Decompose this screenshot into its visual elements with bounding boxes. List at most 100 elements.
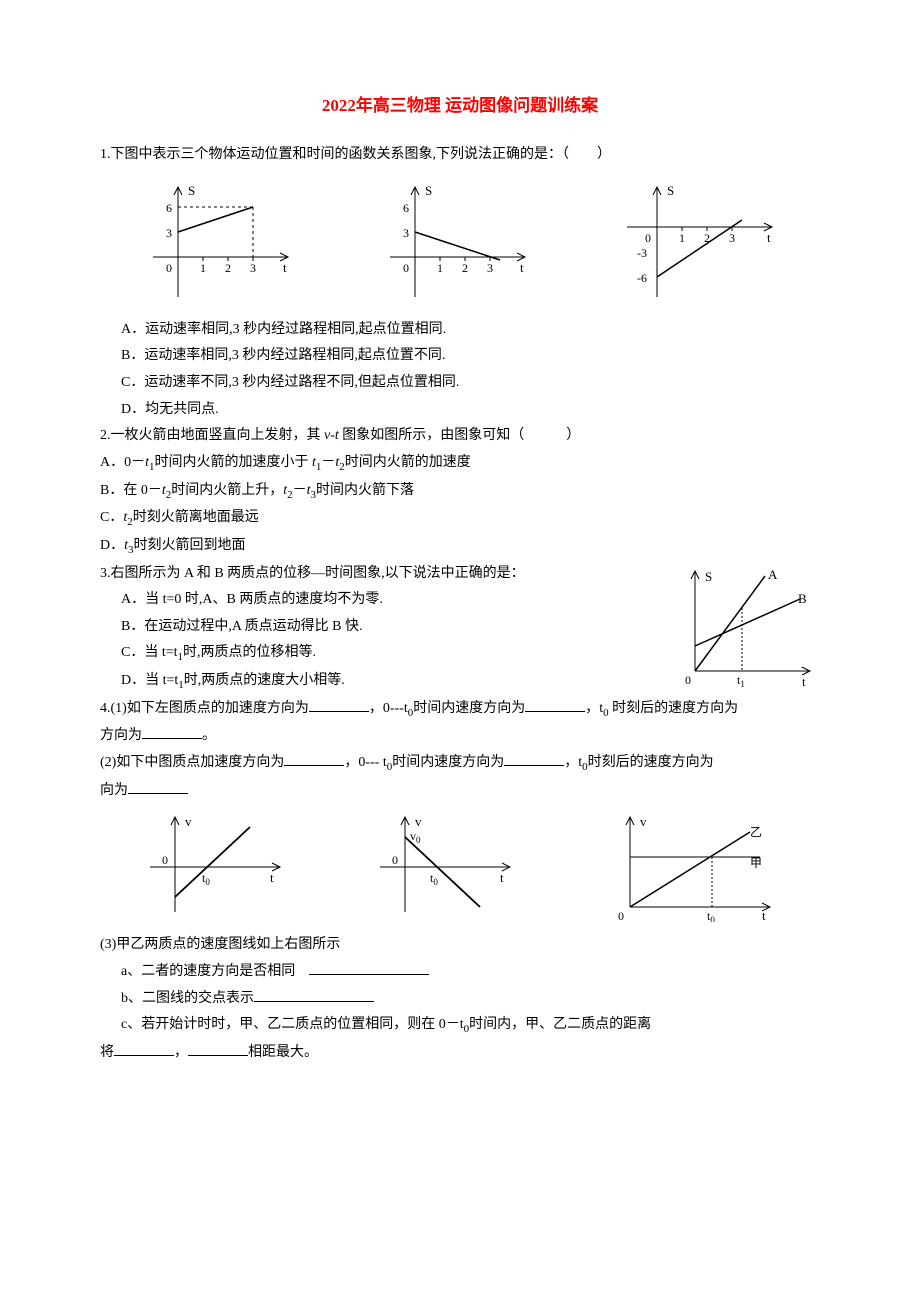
origin-label: 0 (166, 261, 172, 275)
origin-label: 0 (685, 673, 691, 687)
q2-stem-a: 2.一枚火箭由地面竖直向上发射，其 (100, 428, 324, 443)
ytick: -6 (637, 271, 647, 285)
q4-p3: (3)甲乙两质点的速度图线如上右图所示 (100, 932, 820, 959)
text: 时间内火箭上升， (171, 483, 283, 498)
q2-vt: v-t (324, 428, 339, 443)
blank[interactable] (128, 779, 188, 794)
page-title: 2022年高三物理 运动图像问题训练案 (100, 90, 820, 122)
axis-label: v (415, 814, 422, 829)
blank[interactable] (309, 697, 369, 712)
text: 时间内速度方向为 (413, 701, 525, 716)
text: 时,两质点的位移相等. (183, 645, 316, 660)
line-label-a: A (768, 567, 778, 582)
xtick: 3 (487, 261, 493, 275)
text: ， (174, 1045, 188, 1060)
ytick: 6 (403, 201, 409, 215)
ytick: 6 (166, 201, 172, 215)
t0-label: t0 (707, 909, 715, 922)
axis-label: S (188, 183, 195, 198)
q1-chart1: S t 0 1 2 3 3 6 (138, 177, 298, 307)
axis-label: S (667, 183, 674, 198)
xtick: 1 (679, 231, 685, 245)
axis-label: t (500, 870, 504, 885)
text: A．0－ (100, 455, 145, 470)
text: ，0--- t (344, 755, 386, 770)
q4-p3a: a、二者的速度方向是否相同 (121, 959, 820, 986)
text: B．在 0－ (100, 483, 162, 498)
text: C．当 t=t (121, 645, 178, 660)
axis-label: t (767, 230, 771, 245)
axis-label: S (425, 183, 432, 198)
text: 时间内，甲、乙二质点的距离 (469, 1017, 651, 1032)
sub: 1 (316, 461, 322, 473)
text: 时刻后的速度方向为 (588, 755, 714, 770)
q1-charts-row: S t 0 1 2 3 3 6 S t 0 1 2 3 3 6 (100, 177, 820, 307)
blank[interactable] (114, 1041, 174, 1056)
text: 时间内火箭的加速度小于 (155, 455, 313, 470)
q1-chart3: S t 0 1 2 3 -3 -6 (612, 177, 782, 307)
axis-label: t (270, 870, 274, 885)
xtick: 1 (200, 261, 206, 275)
ytick: 3 (166, 226, 172, 240)
q3-optA: A．当 t=0 时,A、B 两质点的速度均不为零. (121, 587, 670, 614)
q3-chart: S t 0 A B t1 (670, 561, 820, 691)
sub: 2 (287, 488, 293, 500)
text: 时刻火箭离地面最远 (133, 510, 259, 525)
text: D． (100, 538, 124, 553)
axis-label: v (640, 814, 647, 829)
origin-label: 0 (618, 909, 624, 922)
text: ，0---t (369, 701, 408, 716)
q1-optB: B．运动速率相同,3 秒内经过路程相同,起点位置不同. (121, 343, 820, 370)
xtick: 3 (729, 231, 735, 245)
ytick: 3 (403, 226, 409, 240)
xtick: 2 (462, 261, 468, 275)
blank[interactable] (309, 960, 429, 975)
q4-p3c-line2: 将，相距最大。 (100, 1040, 820, 1067)
q1-optD: D．均无共同点. (121, 397, 820, 424)
blank[interactable] (188, 1041, 248, 1056)
text: 时间内火箭的加速度 (345, 455, 471, 470)
q2-optC: C．t2时刻火箭离地面最远 (100, 505, 820, 533)
v0-label: v0 (410, 829, 421, 845)
q4-chart2: v t 0 v0 t0 (370, 812, 520, 922)
t0-label: t0 (202, 871, 210, 887)
text: 相距最大。 (248, 1045, 318, 1060)
text: 。 (202, 728, 216, 743)
q4-chart1: v t 0 t0 (140, 812, 290, 922)
axis-label: t (762, 908, 766, 922)
q2-stem-c: 图象如图所示，由图象可知（ ） (339, 428, 581, 443)
text: 时间内速度方向为 (392, 755, 504, 770)
q4-p1-line2: 方向为。 (100, 723, 820, 750)
blank[interactable] (504, 751, 564, 766)
text: ，t (564, 755, 582, 770)
blank[interactable] (525, 697, 585, 712)
q4-charts-row: v t 0 t0 v t 0 v0 t0 (100, 812, 820, 922)
text: D．当 t=t (121, 673, 178, 688)
text: 时刻火箭回到地面 (134, 538, 246, 553)
origin-label: 0 (162, 853, 168, 867)
q3-stem: 3.右图所示为 A 和 B 两质点的位移—时间图象,以下说法中正确的是： (100, 561, 670, 588)
text: 时间内火箭下落 (316, 483, 414, 498)
origin-label: 0 (392, 853, 398, 867)
blank[interactable] (254, 987, 374, 1002)
q4-p2-line2: 向为 (100, 778, 820, 805)
text: 4.(1)如下左图质点的加速度方向为 (100, 701, 309, 716)
axis-label: v (185, 814, 192, 829)
blank[interactable] (284, 751, 344, 766)
axis-label: t (520, 260, 524, 275)
blank[interactable] (142, 724, 202, 739)
axis-label: S (705, 569, 712, 584)
text: (2)如下中图质点加速度方向为 (100, 755, 284, 770)
q4-p1: 4.(1)如下左图质点的加速度方向为，0---t0时间内速度方向为，t0 时刻后… (100, 696, 820, 724)
xtick: 1 (437, 261, 443, 275)
axis-label: t (283, 260, 287, 275)
q2-optD: D．t3时刻火箭回到地面 (100, 533, 820, 561)
line-label-b: B (798, 591, 807, 606)
q4-chart3: v t 0 乙 甲 t0 (600, 812, 780, 922)
q2-optA: A．0－t1时间内火箭的加速度小于 t1－t2时间内火箭的加速度 (100, 450, 820, 478)
text: ，t (585, 701, 603, 716)
q4-p3b: b、二图线的交点表示 (121, 986, 820, 1013)
ytick: -3 (637, 246, 647, 260)
text: 时,两质点的速度大小相等. (184, 673, 345, 688)
origin-label: 0 (403, 261, 409, 275)
